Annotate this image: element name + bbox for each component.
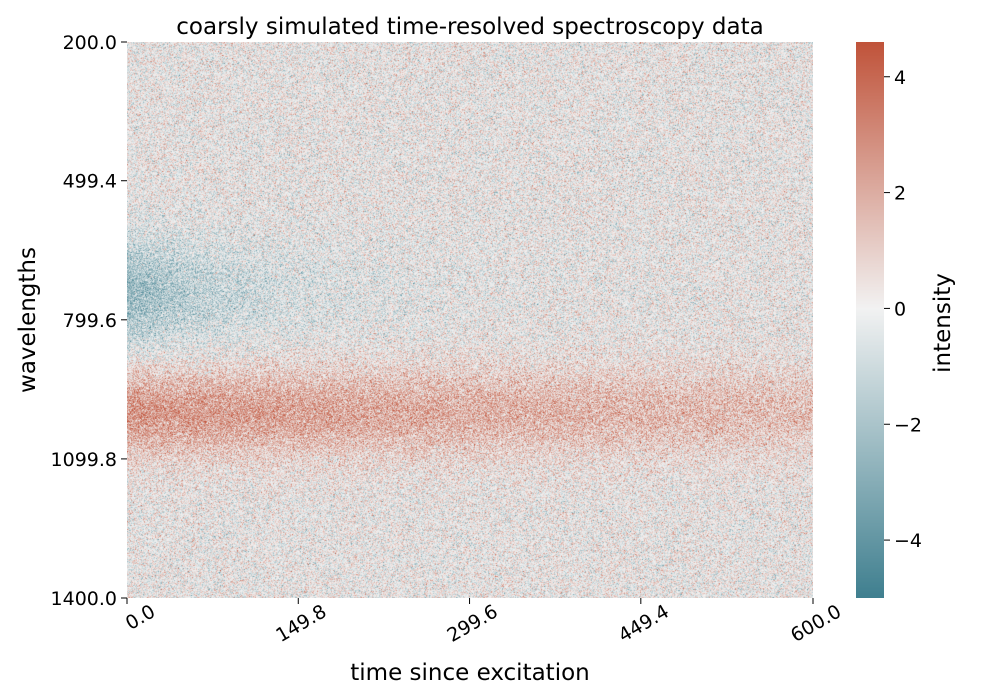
colorbar-gradient xyxy=(856,42,884,598)
y-tick-label: 200.0 xyxy=(63,32,117,54)
y-axis-label: wavelengths xyxy=(15,247,41,393)
x-axis-label: time since excitation xyxy=(350,660,590,686)
y-tick-label: 1099.8 xyxy=(51,449,117,471)
colorbar xyxy=(856,42,884,598)
x-tick-label: 449.4 xyxy=(615,601,673,647)
colorbar-label: intensity xyxy=(930,273,956,373)
chart-title: coarsly simulated time-resolved spectros… xyxy=(176,14,763,40)
x-tick-label: 299.6 xyxy=(444,601,502,647)
y-axis: 200.0 499.4 799.6 1099.8 1400.0 xyxy=(51,32,127,610)
x-axis: 0.0 149.8 299.6 449.4 600.0 xyxy=(122,598,845,647)
y-tick-label: 1400.0 xyxy=(51,588,117,610)
x-tick-label: 600.0 xyxy=(787,601,845,647)
x-tick-label: 0.0 xyxy=(122,601,159,635)
colorbar-tick-label: −4 xyxy=(894,530,922,552)
colorbar-axis: −4 −2 0 2 4 xyxy=(884,67,922,552)
x-tick-label: 149.8 xyxy=(272,601,330,647)
heatmap-image xyxy=(127,42,813,598)
heatmap-plot-area xyxy=(127,42,813,598)
colorbar-tick-label: 2 xyxy=(894,183,906,205)
y-tick-label: 499.4 xyxy=(63,171,117,193)
colorbar-tick-label: 0 xyxy=(894,298,906,320)
colorbar-tick-label: −2 xyxy=(894,414,922,436)
colorbar-tick-label: 4 xyxy=(894,67,906,89)
y-tick-label: 799.6 xyxy=(63,310,117,332)
